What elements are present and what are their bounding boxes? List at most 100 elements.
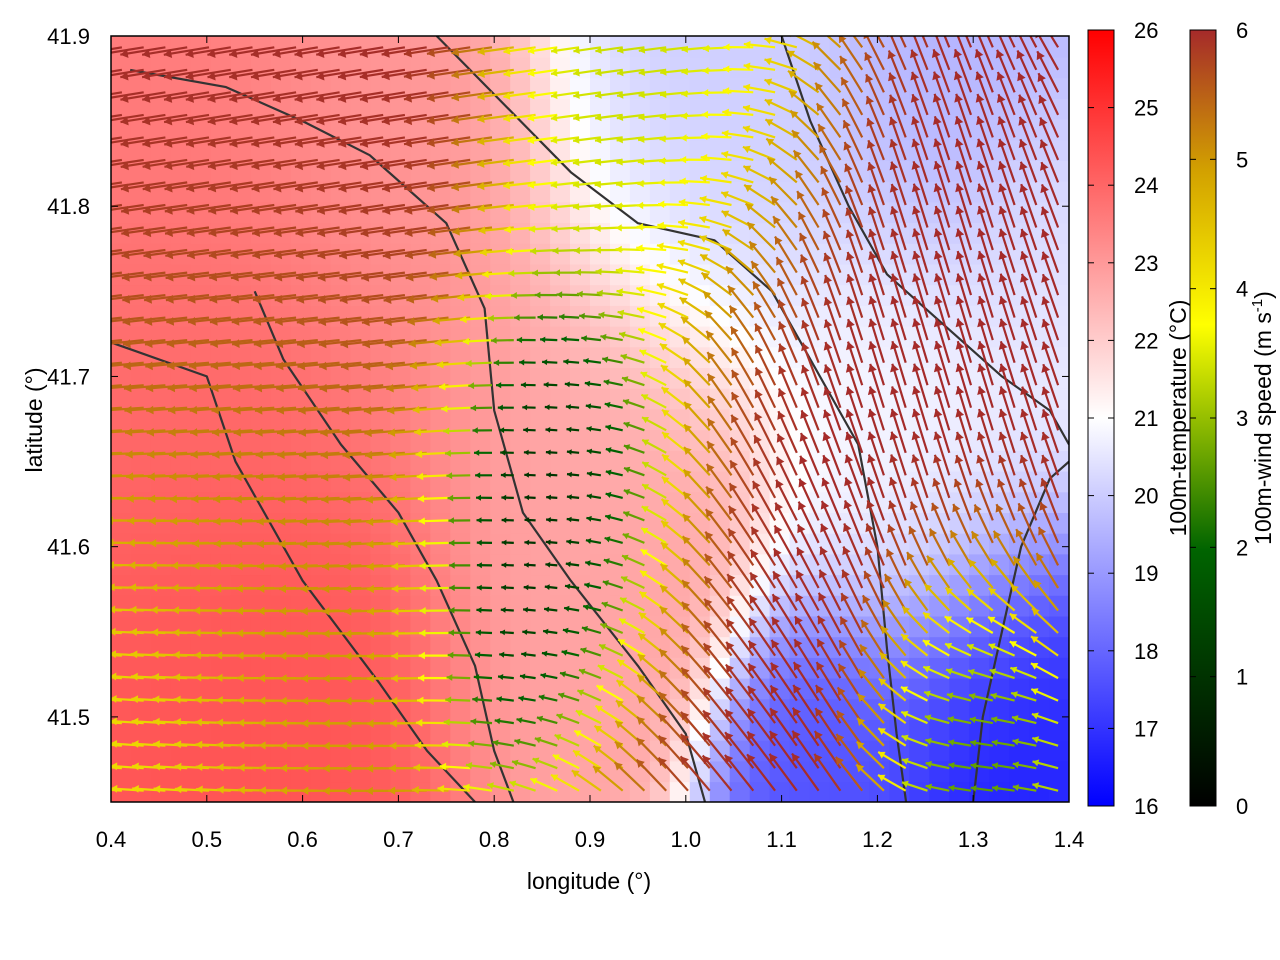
heatmap-cell xyxy=(150,657,172,679)
heatmap-cell xyxy=(150,698,172,720)
heatmap-cell xyxy=(370,491,392,513)
heatmap-cell xyxy=(530,532,551,555)
heatmap-cell xyxy=(949,98,971,120)
heatmap-cell xyxy=(350,387,372,410)
heatmap-cell xyxy=(370,636,392,658)
heatmap-cell xyxy=(649,677,671,700)
heatmap-cell xyxy=(410,698,432,720)
heatmap-cell xyxy=(150,222,172,244)
heatmap-cell xyxy=(530,553,551,576)
wind-arrow-head xyxy=(101,339,109,348)
heatmap-cell xyxy=(410,139,432,161)
heatmap-cell xyxy=(869,470,891,493)
heatmap-cell xyxy=(330,636,352,658)
heatmap-cell xyxy=(570,677,591,700)
heatmap-cell xyxy=(729,553,751,576)
heatmap-cell xyxy=(470,222,492,244)
heatmap-cell xyxy=(230,408,252,431)
heatmap-cell xyxy=(470,367,492,389)
heatmap-cell xyxy=(829,781,851,802)
heatmap-cell xyxy=(430,305,452,327)
heatmap-cell xyxy=(190,636,212,658)
heatmap-cell xyxy=(170,491,192,513)
heatmap-cell xyxy=(809,698,831,720)
heatmap-cell xyxy=(350,595,372,617)
heatmap-cell xyxy=(610,760,631,783)
heatmap-cell xyxy=(649,532,671,555)
heatmap-cell xyxy=(829,450,851,472)
heatmap-cell xyxy=(590,470,611,493)
heatmap-cell xyxy=(250,781,272,802)
heatmap-cell xyxy=(470,512,492,534)
heatmap-cell xyxy=(510,698,531,720)
heatmap-cell xyxy=(370,574,392,596)
heatmap-cell xyxy=(150,677,172,700)
heatmap-cell xyxy=(330,574,352,596)
heatmap-cell xyxy=(929,657,951,679)
heatmap-cell xyxy=(889,657,911,679)
heatmap-cell xyxy=(490,677,511,700)
heatmap-cell xyxy=(1029,781,1050,802)
heatmap-cell xyxy=(390,118,412,141)
heatmap-cell xyxy=(590,408,611,431)
heatmap-cell xyxy=(350,367,372,389)
heatmap-cell xyxy=(170,512,192,534)
wind-arrow-head xyxy=(86,561,93,569)
heatmap-cell xyxy=(829,346,851,368)
heatmap-cell xyxy=(610,739,631,762)
heatmap-cell xyxy=(530,160,551,182)
heatmap-cell xyxy=(969,553,990,576)
heatmap-cell xyxy=(949,77,971,99)
heatmap-cell xyxy=(530,615,551,638)
heatmap-cell xyxy=(510,553,531,576)
heatmap-cell xyxy=(410,657,432,679)
heatmap-cell xyxy=(510,739,531,762)
heatmap-cell xyxy=(250,615,272,638)
heatmap-cell xyxy=(470,574,492,596)
heatmap-cell xyxy=(350,408,372,431)
heatmap-cell xyxy=(989,636,1010,658)
heatmap-cell xyxy=(590,450,611,472)
heatmap-cell xyxy=(131,574,152,596)
wind-arrow-head xyxy=(99,94,107,103)
heatmap-cell xyxy=(969,760,990,783)
heatmap-cell xyxy=(610,263,631,286)
heatmap-cell xyxy=(789,553,811,576)
heatmap-cell xyxy=(330,698,352,720)
heatmap-cell xyxy=(629,160,651,182)
heatmap-cell xyxy=(410,781,432,802)
heatmap-cell xyxy=(809,201,831,224)
heatmap-cell xyxy=(190,408,212,431)
heatmap-cell xyxy=(590,98,611,120)
heatmap-cell xyxy=(530,263,551,286)
heatmap-cell xyxy=(570,98,591,120)
heatmap-cell xyxy=(989,595,1010,617)
heatmap-cell xyxy=(450,739,472,762)
heatmap-cell xyxy=(450,677,472,700)
heatmap-cell xyxy=(550,657,571,679)
heatmap-cell xyxy=(889,180,911,203)
heatmap-cell xyxy=(490,36,511,58)
heatmap-cell xyxy=(669,263,691,286)
heatmap-cell xyxy=(629,201,651,224)
heatmap-cell xyxy=(530,408,551,431)
heatmap-cell xyxy=(709,160,731,182)
heatmap-cell xyxy=(510,98,531,120)
heatmap-cell xyxy=(270,408,292,431)
heatmap-cell xyxy=(190,491,212,513)
heatmap-cell xyxy=(230,98,252,120)
heatmap-cell xyxy=(929,325,951,348)
heatmap-cell xyxy=(250,657,272,679)
heatmap-cell xyxy=(849,429,871,451)
heatmap-cell xyxy=(669,429,691,451)
heatmap-cell xyxy=(1029,615,1050,638)
heatmap-cell xyxy=(1009,698,1030,720)
heatmap-cell xyxy=(470,760,492,783)
heatmap-cell xyxy=(150,98,172,120)
heatmap-cell xyxy=(510,719,531,741)
heatmap-cell xyxy=(530,450,551,472)
heatmap-cell xyxy=(849,677,871,700)
heatmap-cell xyxy=(749,781,771,802)
heatmap-cell xyxy=(410,574,432,596)
heatmap-cell xyxy=(530,429,551,451)
